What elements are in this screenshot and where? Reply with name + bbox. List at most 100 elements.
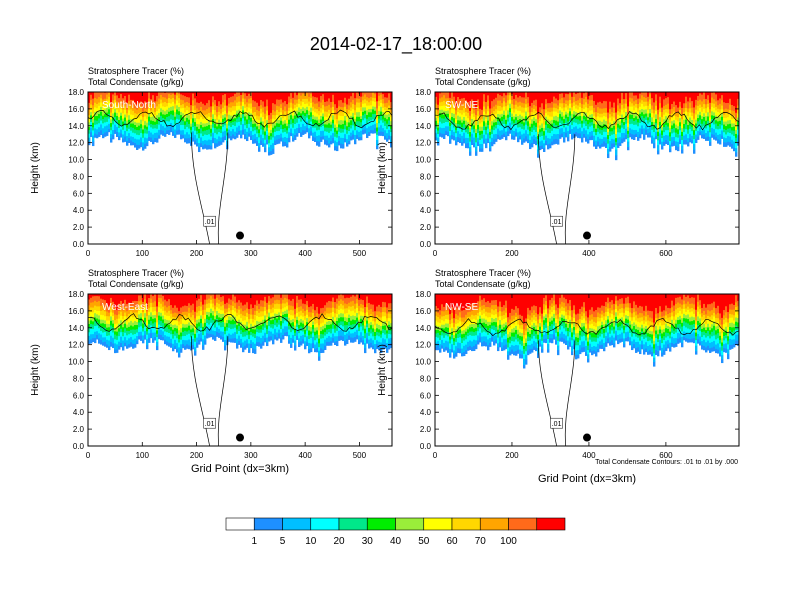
- tracer-cell: [226, 319, 229, 324]
- tracer-cell: [443, 118, 446, 123]
- tracer-cell: [214, 294, 217, 299]
- tracer-cell: [230, 334, 233, 339]
- tracer-cell: [296, 307, 299, 314]
- tracer-cell: [174, 108, 177, 113]
- tracer-cell: [647, 119, 650, 124]
- tracer-cell: [302, 320, 305, 324]
- tracer-cell: [300, 126, 303, 133]
- tracer-cell: [324, 101, 327, 107]
- tracer-cell: [104, 315, 107, 321]
- tracer-cell: [609, 130, 612, 136]
- tracer-cell: [719, 133, 722, 141]
- tracer-cell: [499, 105, 502, 112]
- tracer-cell: [585, 92, 588, 97]
- tracer-cell: [116, 331, 119, 336]
- tracer-cell: [174, 335, 177, 340]
- tracer-cell: [372, 315, 375, 322]
- tracer-cell: [655, 118, 658, 124]
- tracer-cell: [140, 325, 143, 332]
- tracer-cell: [192, 294, 195, 304]
- tracer-cell: [226, 326, 229, 331]
- tracer-cell: [184, 137, 187, 143]
- tracer-cell: [667, 118, 670, 124]
- tracer-cell: [587, 116, 590, 120]
- tracer-cell: [629, 114, 632, 120]
- tracer-cell: [545, 92, 548, 100]
- tracer-cell: [142, 146, 145, 151]
- tracer-cell: [493, 129, 496, 135]
- tracer-cell: [248, 111, 251, 116]
- tracer-cell: [521, 140, 524, 145]
- tracer-cell: [148, 294, 151, 299]
- tracer-cell: [216, 302, 219, 308]
- tracer-cell: [629, 92, 632, 98]
- tracer-cell: [525, 129, 528, 137]
- tracer-cell: [290, 118, 293, 125]
- tracer-cell: [122, 109, 125, 114]
- tracer-cell: [254, 92, 257, 102]
- tracer-cell: [112, 323, 115, 328]
- tracer-cell: [310, 326, 313, 332]
- tracer-cell: [106, 102, 109, 108]
- tracer-cell: [378, 100, 381, 106]
- tracer-cell: [647, 96, 650, 102]
- tracer-cell: [186, 294, 189, 306]
- tracer-cell: [719, 123, 722, 129]
- tracer-cell: [344, 110, 347, 116]
- tracer-cell: [683, 139, 686, 145]
- tracer-cell: [146, 310, 149, 317]
- tracer-cell: [126, 303, 129, 312]
- tracer-cell: [366, 100, 369, 106]
- tracer-cell: [499, 100, 502, 107]
- tracer-cell: [517, 110, 520, 117]
- tracer-cell: [539, 145, 542, 151]
- tracer-cell: [308, 338, 311, 343]
- tracer-cell: [124, 125, 127, 132]
- tracer-cell: [270, 129, 273, 134]
- tracer-cell: [94, 124, 97, 129]
- tracer-cell: [278, 119, 281, 124]
- tracer-cell: [168, 315, 171, 321]
- tracer-cell: [142, 335, 145, 340]
- contour-label-box: [550, 215, 563, 227]
- tracer-cell: [226, 135, 229, 141]
- tracer-cell: [386, 128, 389, 134]
- tracer-cell: [220, 294, 223, 298]
- tracer-cell: [364, 342, 367, 349]
- tracer-cell: [625, 123, 628, 129]
- tracer-cell: [338, 335, 341, 341]
- tracer-cell: [286, 125, 289, 131]
- tracer-cell: [555, 138, 558, 144]
- tracer-cell: [224, 130, 227, 136]
- tracer-cell: [244, 103, 247, 108]
- tracer-cell: [531, 123, 534, 128]
- tracer-cell: [160, 308, 163, 313]
- tracer-cell: [248, 330, 251, 335]
- tracer-cell: [122, 118, 125, 122]
- tracer-cell: [320, 330, 323, 334]
- tracer-cell: [218, 128, 221, 133]
- tracer-cell: [224, 312, 227, 318]
- tracer-cell: [362, 294, 365, 301]
- tracer-cell: [707, 92, 710, 96]
- tracer-cell: [360, 115, 363, 119]
- tracer-cell: [170, 110, 173, 115]
- tracer-cell: [202, 314, 205, 319]
- tracer-cell: [368, 309, 371, 316]
- tracer-cell: [350, 128, 353, 133]
- tracer-cell: [264, 118, 267, 124]
- tracer-cell: [573, 96, 576, 103]
- tracer-cell: [322, 329, 325, 335]
- tracer-cell: [320, 107, 323, 113]
- tracer-cell: [378, 345, 381, 351]
- tracer-cell: [324, 304, 327, 312]
- tracer-cell: [130, 114, 133, 120]
- tracer-cell: [611, 127, 614, 132]
- tracer-cell: [477, 137, 480, 142]
- tracer-cell: [250, 126, 253, 132]
- tracer-cell: [543, 130, 546, 136]
- tracer-cell: [575, 108, 578, 113]
- tracer-cell: [591, 99, 594, 106]
- tracer-cell: [679, 125, 682, 131]
- tracer-cell: [675, 141, 678, 146]
